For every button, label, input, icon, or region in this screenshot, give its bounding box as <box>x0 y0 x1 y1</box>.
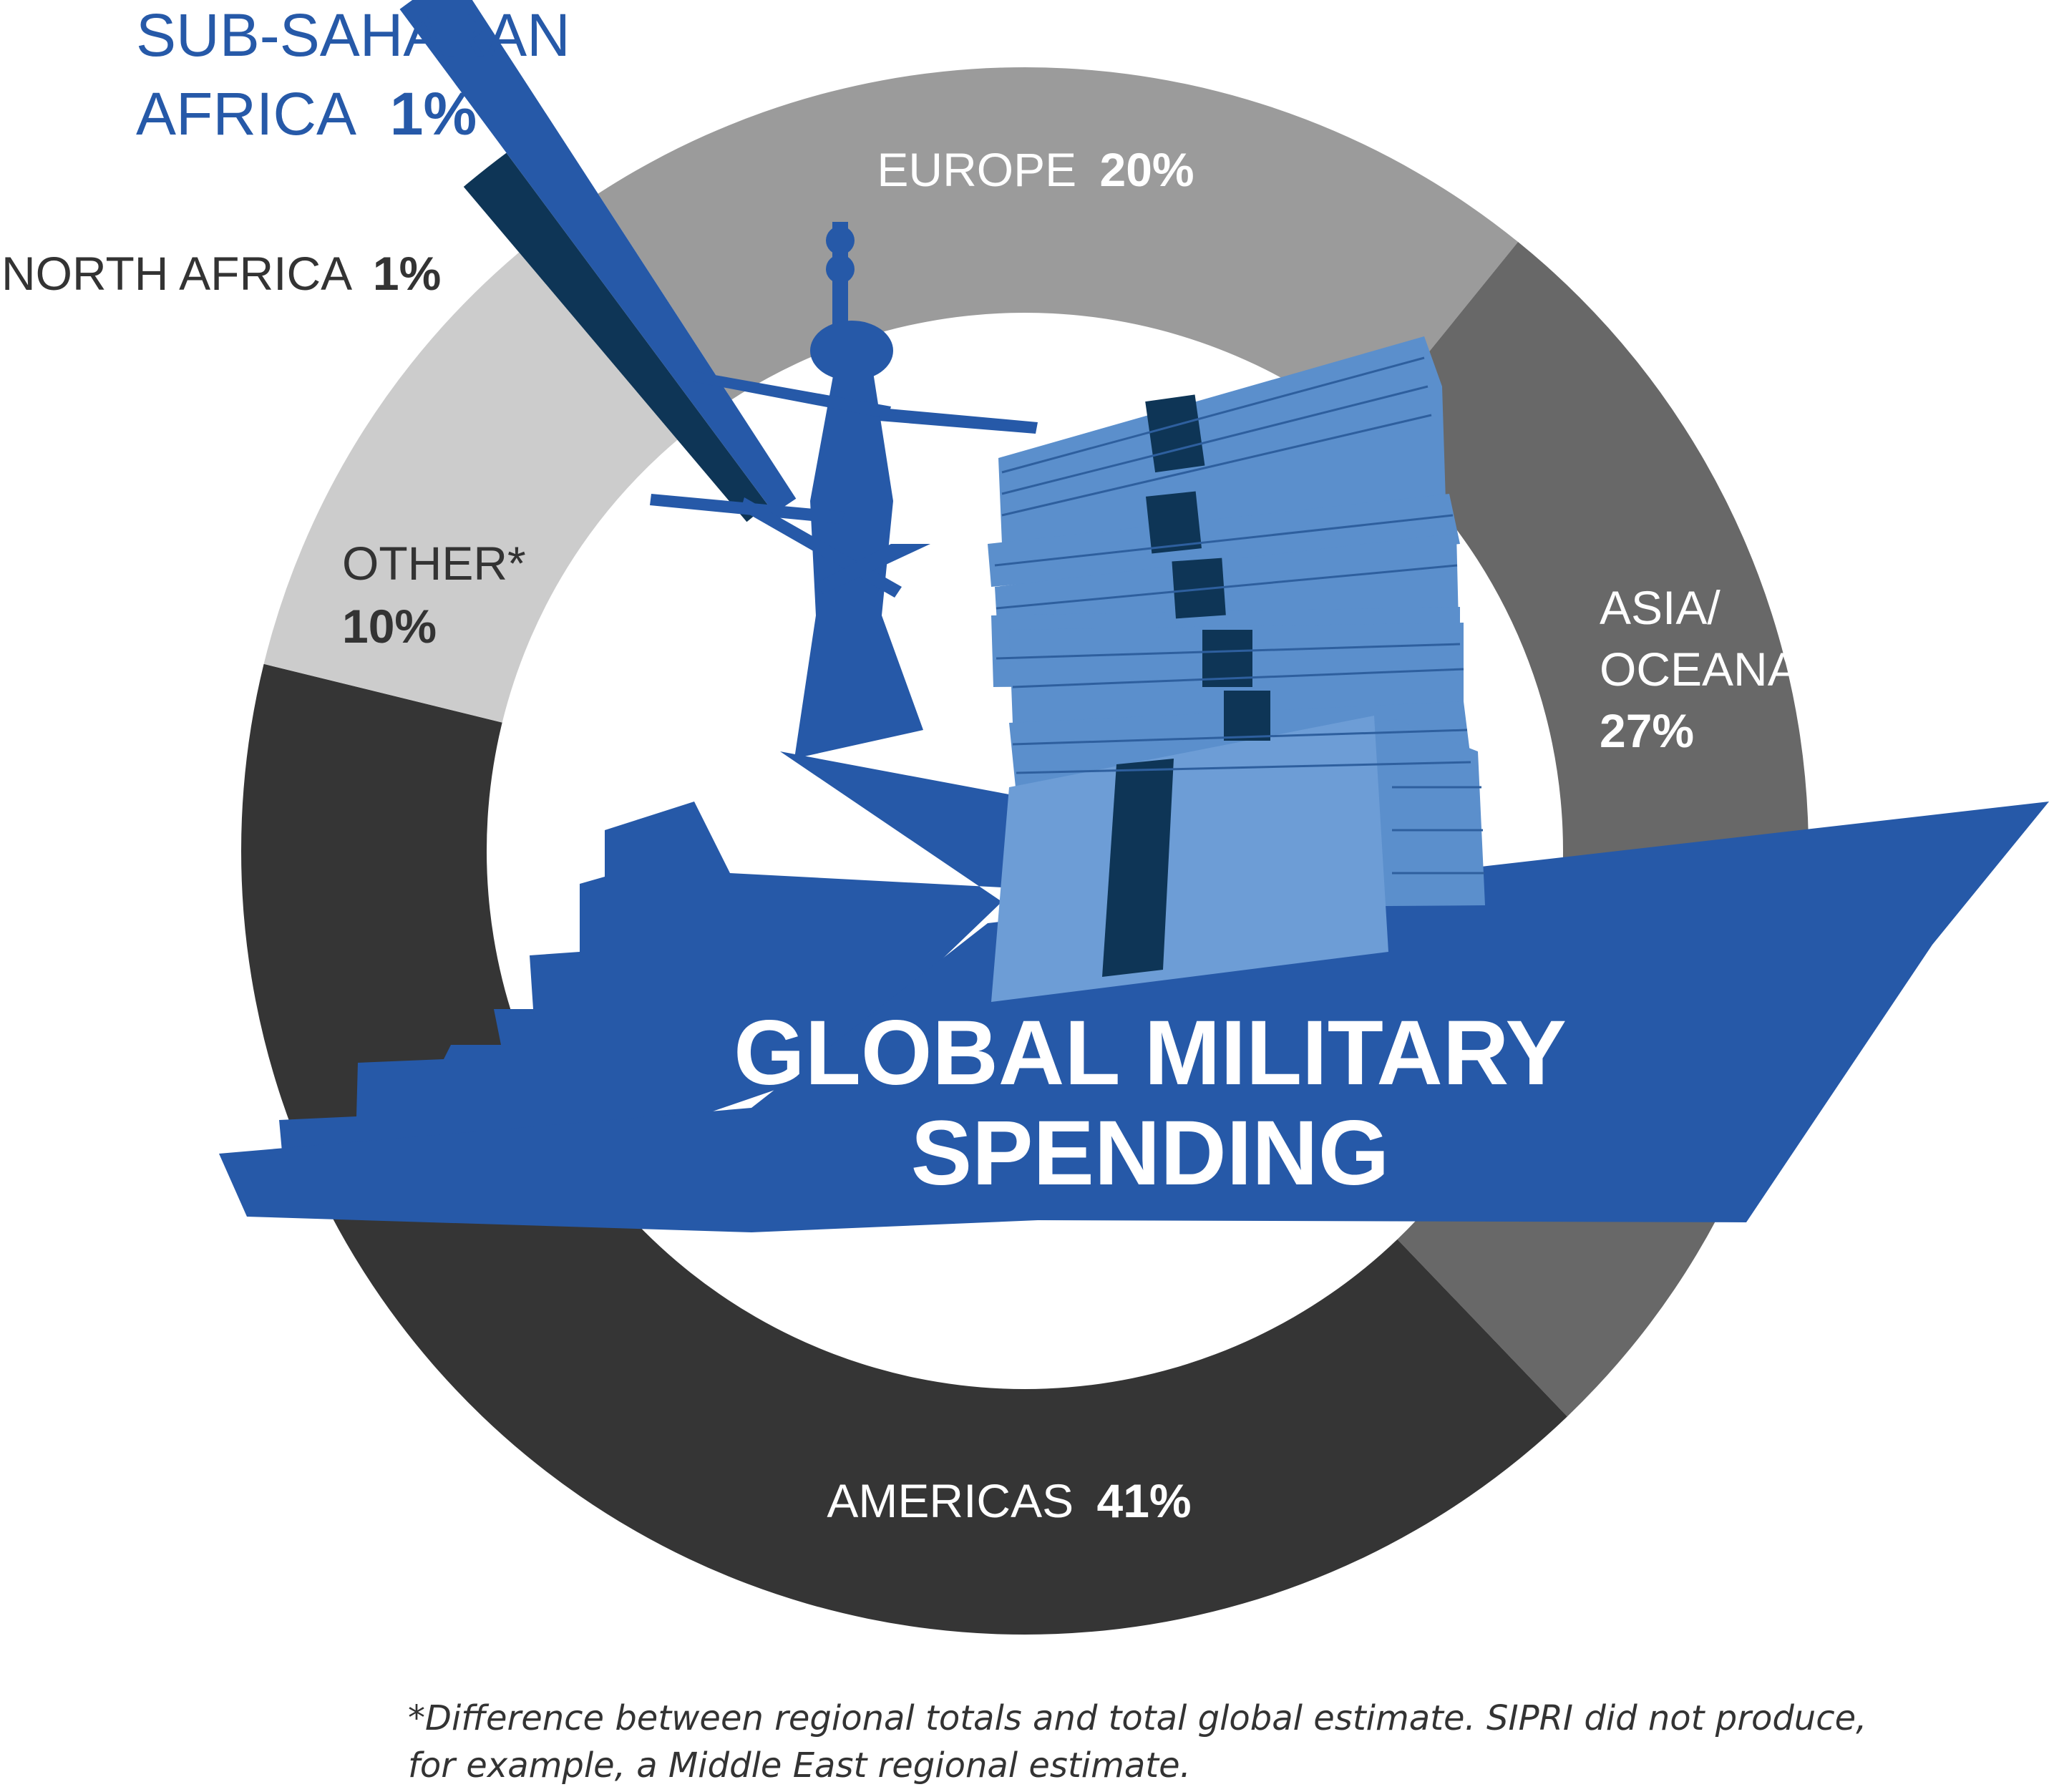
label-ssa-line-2: AFRICA <box>136 80 356 147</box>
label-north-africa: NORTH AFRICA 1% <box>1 247 441 300</box>
label-other: OTHER* 10% <box>342 537 539 653</box>
footnote: *Difference between regional totals and … <box>408 1698 1867 1786</box>
label-asia-oceana-pct: 27% <box>1600 704 1694 757</box>
chart-title-line-2: SPENDING <box>911 1102 1390 1204</box>
label-other-pct: 10% <box>342 600 437 653</box>
label-europe: EUROPE 20% <box>877 143 1194 196</box>
slice-north-africa <box>463 152 769 522</box>
label-americas-name: AMERICAS <box>827 1474 1074 1527</box>
money-stack-icon <box>988 336 1485 1002</box>
label-americas-pct: 41% <box>1096 1474 1191 1527</box>
label-asia-oceana: ASIA/ OCEANA 27% <box>1600 581 1809 757</box>
label-europe-name: EUROPE <box>877 143 1076 196</box>
label-sub-saharan-africa-pct: 1% <box>390 80 477 147</box>
label-north-africa-name: NORTH AFRICA <box>1 247 352 300</box>
slice-other <box>263 252 678 723</box>
label-ssa-line-1: SUB-SAHARAN <box>136 1 570 69</box>
slice-sub-saharan-africa <box>399 0 797 514</box>
warship-illustration: GLOBAL MILITARY SPENDING <box>219 222 2049 1232</box>
slice-americas <box>241 663 1567 1635</box>
label-asia-line-2: OCEANA <box>1600 643 1799 696</box>
label-other-name: OTHER* <box>342 537 526 590</box>
label-asia-line-1: ASIA/ <box>1600 581 1721 634</box>
chart-title-line-1: GLOBAL MILITARY <box>734 1002 1567 1104</box>
label-sub-saharan-africa: SUB-SAHARAN AFRICA 1% <box>136 1 587 147</box>
label-europe-pct: 20% <box>1099 143 1194 196</box>
label-north-africa-pct: 1% <box>373 247 441 300</box>
label-americas: AMERICAS 41% <box>827 1474 1191 1527</box>
